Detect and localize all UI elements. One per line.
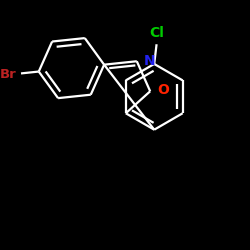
Text: Cl: Cl	[149, 26, 164, 40]
Text: Br: Br	[0, 68, 16, 81]
Text: N: N	[144, 54, 155, 68]
Text: O: O	[157, 83, 169, 97]
